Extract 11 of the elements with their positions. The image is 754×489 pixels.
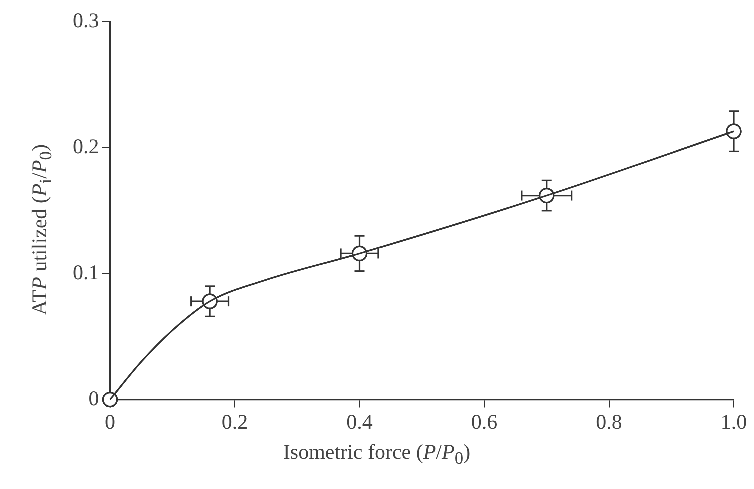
y-tick-label: 0 [88,386,100,410]
x-tick-label: 1.0 [720,410,748,434]
x-tick-label: 0.2 [222,410,248,434]
y-tick-label: 0.3 [73,8,100,33]
y-tick-label: 0.2 [73,134,100,158]
x-tick-label: 0.6 [471,410,498,434]
x-tick-label: 0.4 [346,410,374,434]
x-axis-title: Isometric force (P/P$_{0}$) [282,440,472,470]
x-tick-label: 0 [105,410,116,434]
y-tick-label: 0.1 [73,260,100,284]
x-tick-label: 0.8 [596,410,622,434]
